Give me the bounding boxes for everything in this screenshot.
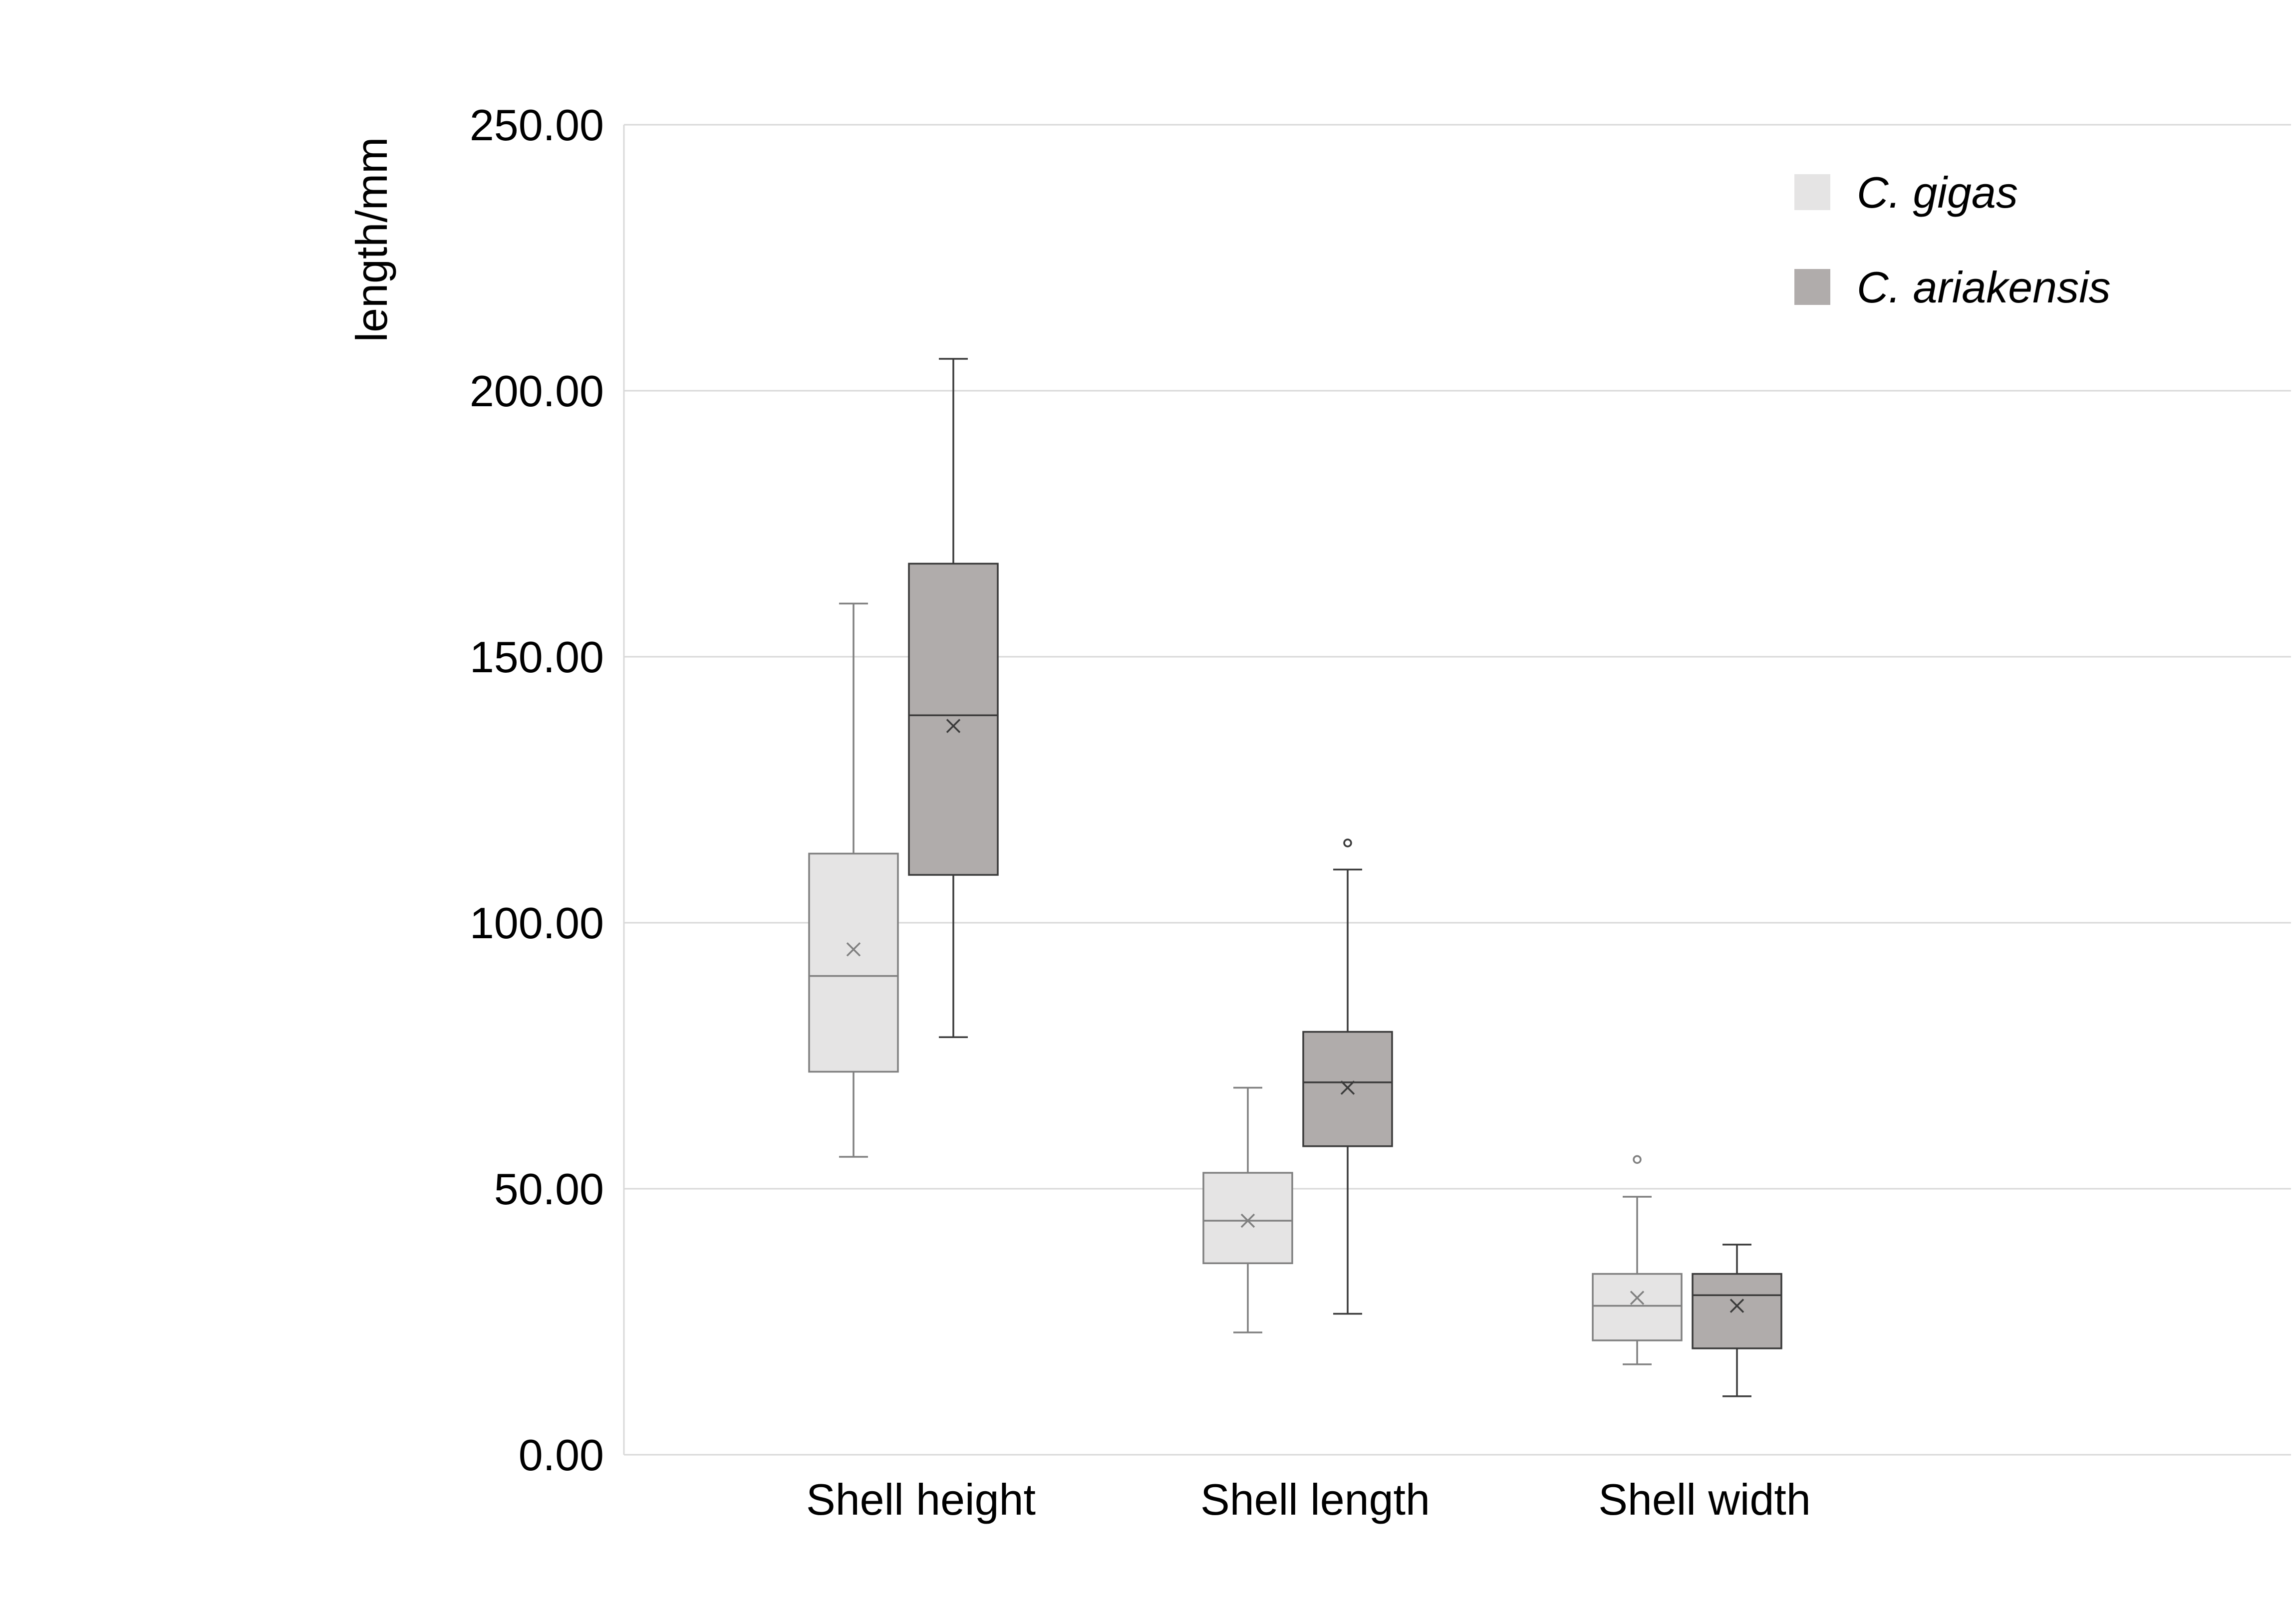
iqr-box (1692, 1273, 1782, 1349)
y-axis-ticks: 0.00 50.00 100.00 150.00 200.00 250.00 (470, 100, 604, 1480)
y-tick-label: 50.00 (494, 1164, 604, 1214)
mean-marker (1729, 1299, 1744, 1313)
box-c-gigas-0 (808, 602, 899, 1158)
legend-label: C. gigas (1857, 168, 2018, 217)
box-c-ariakensis-0 (908, 358, 999, 1038)
legend-swatch (1794, 269, 1830, 305)
outlier-point (1633, 1155, 1642, 1164)
iqr-box (1202, 1172, 1293, 1264)
mean-marker (946, 719, 961, 733)
y-axis-title: length/mm (347, 137, 396, 342)
iqr-box (808, 852, 899, 1073)
box-series (808, 358, 1782, 1397)
y-tick-label: 200.00 (470, 366, 604, 416)
x-category-label: Shell width (1598, 1475, 1811, 1524)
box-c-gigas-2 (1592, 1155, 1683, 1365)
x-category-label: Shell length (1200, 1475, 1430, 1524)
box-c-ariakensis-2 (1692, 1244, 1782, 1397)
y-tick-label: 100.00 (470, 898, 604, 948)
iqr-box (1302, 1031, 1393, 1147)
y-tick-label: 150.00 (470, 632, 604, 682)
y-tick-label: 250.00 (470, 100, 604, 150)
box-c-ariakensis-1 (1302, 838, 1393, 1315)
outlier-point (1343, 838, 1352, 847)
mean-marker (846, 942, 861, 957)
grid-lines (623, 124, 2291, 1456)
iqr-box (908, 562, 999, 876)
y-tick-label: 0.00 (519, 1430, 604, 1480)
legend-label: C. ariakensis (1857, 263, 2111, 312)
mean-marker (1630, 1291, 1645, 1305)
mean-marker (1240, 1213, 1255, 1228)
box-c-gigas-1 (1202, 1086, 1293, 1333)
x-category-label: Shell height (806, 1475, 1036, 1524)
x-axis-categories: Shell height Shell length Shell width (806, 1475, 1811, 1524)
iqr-box (1592, 1273, 1683, 1341)
legend-swatch (1794, 174, 1830, 210)
legend: C. gigas C. ariakensis (1794, 168, 2111, 312)
mean-marker (1340, 1080, 1355, 1095)
